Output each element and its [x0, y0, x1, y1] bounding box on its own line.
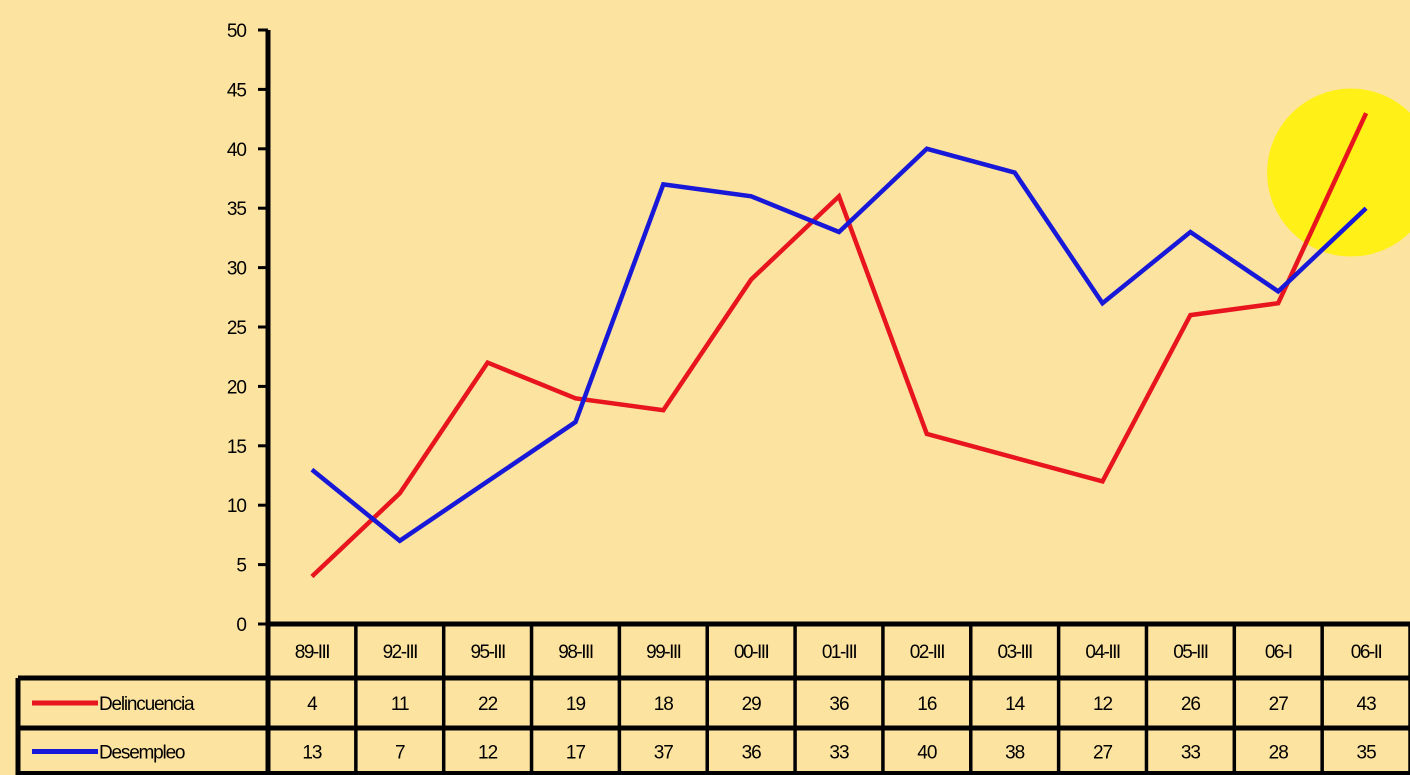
data-label: 36 — [742, 743, 762, 764]
series-layer — [310, 112, 1369, 579]
data-label: 33 — [1181, 743, 1201, 764]
data-label: 38 — [1005, 743, 1025, 764]
data-label: 36 — [829, 694, 849, 715]
data-label: 43 — [1357, 694, 1377, 715]
y-tick-label: 25 — [227, 318, 247, 339]
data-label: 27 — [1093, 743, 1113, 764]
y-tick-label: 10 — [227, 496, 247, 517]
data-table: 89-III 92-III 95-III 98-III 99-III 00-III 01-I… — [15, 621, 1410, 775]
x-tick-label: 00-III — [734, 642, 769, 663]
data-label: 14 — [1005, 694, 1026, 715]
data-label: 12 — [1093, 694, 1113, 715]
data-label: 35 — [1357, 743, 1377, 764]
x-tick-label: 06-II — [1351, 642, 1382, 663]
data-label: 13 — [302, 743, 322, 764]
x-tick-label: 89-III — [295, 642, 330, 663]
x-tick-label: 01-III — [822, 642, 857, 663]
legend-label-delincuencia: Delincuencia — [99, 694, 195, 715]
x-tick-label: 99-III — [646, 642, 681, 663]
x-tick-label: 05-III — [1173, 642, 1208, 663]
data-label: 19 — [566, 694, 586, 715]
data-label: 11 — [391, 694, 409, 715]
x-tick-label: 06-I — [1265, 642, 1292, 663]
y-tick-label: 40 — [227, 140, 247, 161]
data-label: 33 — [829, 743, 849, 764]
data-label: 16 — [917, 694, 937, 715]
y-tick-label: 50 — [227, 21, 247, 42]
data-label: 12 — [478, 743, 498, 764]
y-axis: 0 5 10 15 20 25 30 35 40 45 50 — [227, 21, 271, 636]
x-tick-label: 02-III — [910, 642, 945, 663]
data-label: 18 — [654, 694, 674, 715]
y-tick-label: 30 — [227, 259, 247, 280]
x-tick-label: 04-III — [1085, 642, 1120, 663]
legend-label-desempleo: Desempleo — [99, 743, 185, 764]
data-label: 17 — [566, 743, 586, 764]
series-line-delincuencia — [310, 112, 1369, 579]
x-tick-label: 95-III — [470, 642, 505, 663]
series-line-desempleo — [310, 146, 1368, 544]
y-tick-label: 15 — [227, 437, 247, 458]
data-label: 27 — [1269, 694, 1289, 715]
x-tick-label: 03-III — [998, 642, 1033, 663]
data-label: 28 — [1269, 743, 1289, 764]
data-label: 37 — [654, 743, 674, 764]
x-tick-label: 98-III — [558, 642, 593, 663]
data-label: 26 — [1181, 694, 1201, 715]
data-label: 4 — [307, 694, 318, 715]
data-label: 7 — [395, 743, 405, 764]
x-tick-label: 92-III — [383, 642, 418, 663]
data-label: 22 — [478, 694, 498, 715]
y-tick-label: 35 — [227, 199, 247, 220]
y-tick-label: 45 — [227, 80, 247, 101]
y-tick-label: 20 — [227, 377, 247, 398]
y-tick-label: 5 — [236, 556, 246, 577]
y-tick-label: 0 — [236, 615, 246, 636]
data-label: 29 — [742, 694, 762, 715]
data-label: 40 — [917, 743, 937, 764]
